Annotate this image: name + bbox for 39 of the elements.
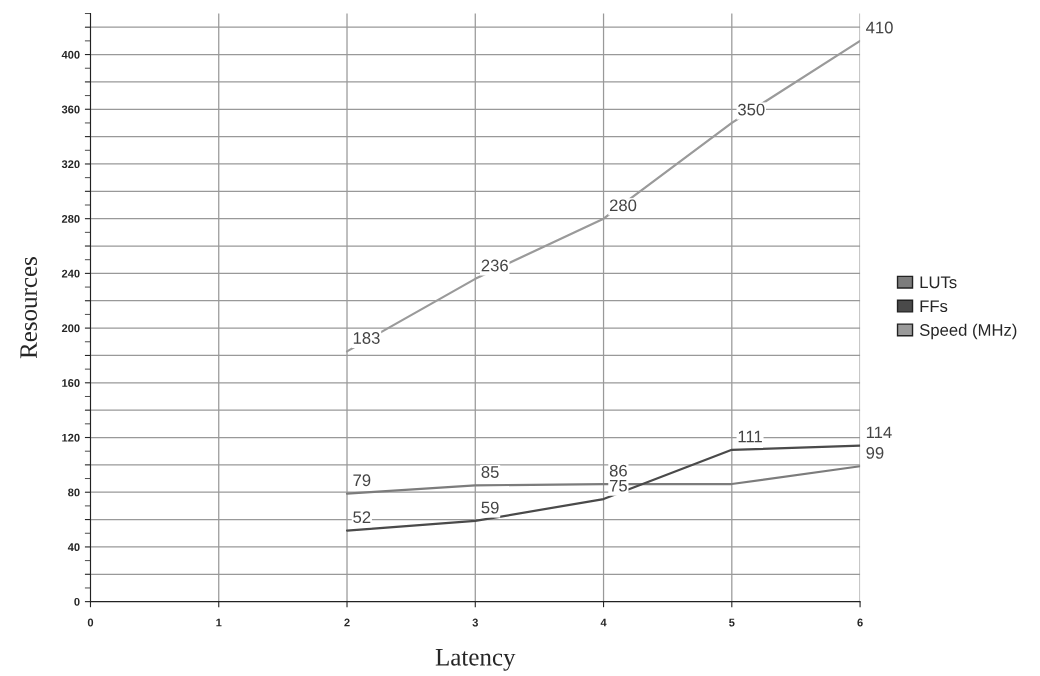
- x-tick-label: 5: [729, 618, 735, 627]
- y-tick-label: 200: [61, 324, 80, 333]
- y-tick-label: 400: [61, 50, 80, 59]
- x-tick-label: 4: [600, 618, 607, 627]
- y-tick-label: 240: [61, 269, 80, 278]
- line-series: [345, 444, 861, 532]
- y-tick-label: 360: [61, 105, 80, 114]
- data-label: 52: [353, 511, 371, 524]
- legend-label: LUTs: [920, 276, 957, 289]
- data-label: 99: [866, 446, 884, 459]
- y-tick-label: 280: [61, 214, 80, 223]
- x-tick-label: 0: [87, 618, 94, 627]
- x-tick-label: 6: [857, 618, 863, 627]
- y-axis-title: Resources: [20, 257, 37, 359]
- y-tick-label: 0: [74, 597, 80, 606]
- x-tick-label: 2: [344, 618, 350, 627]
- y-tick-label: 40: [67, 543, 80, 552]
- data-label: 114: [866, 426, 892, 439]
- x-axis-title: Latency: [435, 649, 516, 671]
- data-label: 86: [609, 464, 627, 477]
- data-label: 59: [481, 501, 499, 514]
- y-tick-label: 80: [68, 488, 80, 497]
- data-label: 85: [481, 466, 499, 478]
- data-label: 280: [609, 199, 637, 212]
- legend-label: FFs: [920, 300, 948, 313]
- line-series: [345, 465, 861, 495]
- data-label: 410: [866, 21, 893, 34]
- legend-label: Speed (MHz): [919, 323, 1017, 340]
- data-label: 350: [738, 103, 765, 116]
- y-tick-label: 160: [62, 379, 80, 387]
- data-label: 236: [481, 259, 508, 272]
- x-tick-label: 1: [216, 618, 222, 627]
- data-label: 183: [353, 332, 380, 344]
- data-label: 79: [353, 474, 371, 487]
- data-label: 75: [609, 479, 627, 492]
- y-tick-label: 320: [61, 160, 80, 169]
- x-tick-label: 3: [472, 618, 478, 627]
- data-label: 111: [738, 430, 762, 443]
- y-tick-label: 120: [62, 433, 80, 442]
